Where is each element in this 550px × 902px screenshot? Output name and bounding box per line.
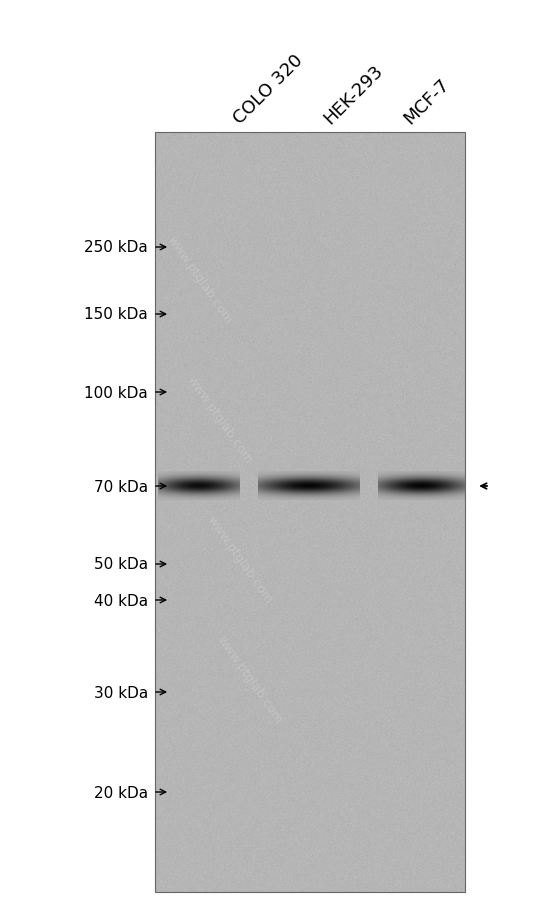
Text: 20 kDa: 20 kDa: [94, 785, 148, 799]
Text: www.ptglab.com: www.ptglab.com: [205, 513, 275, 606]
Text: www.ptglab.com: www.ptglab.com: [215, 633, 285, 725]
Text: 100 kDa: 100 kDa: [84, 385, 148, 400]
Bar: [155, 133, 465, 892]
Text: HEK-293: HEK-293: [320, 61, 386, 128]
Text: www.ptglab.com: www.ptglab.com: [165, 234, 235, 326]
Text: COLO 320: COLO 320: [230, 51, 306, 128]
Text: MCF-7: MCF-7: [400, 76, 453, 128]
Text: 30 kDa: 30 kDa: [94, 685, 148, 700]
Text: 250 kDa: 250 kDa: [84, 240, 148, 255]
Text: 50 kDa: 50 kDa: [94, 557, 148, 572]
Text: 150 kDa: 150 kDa: [84, 308, 148, 322]
Text: 70 kDa: 70 kDa: [94, 479, 148, 494]
Text: www.ptglab.com: www.ptglab.com: [185, 373, 255, 466]
Text: 40 kDa: 40 kDa: [94, 593, 148, 608]
